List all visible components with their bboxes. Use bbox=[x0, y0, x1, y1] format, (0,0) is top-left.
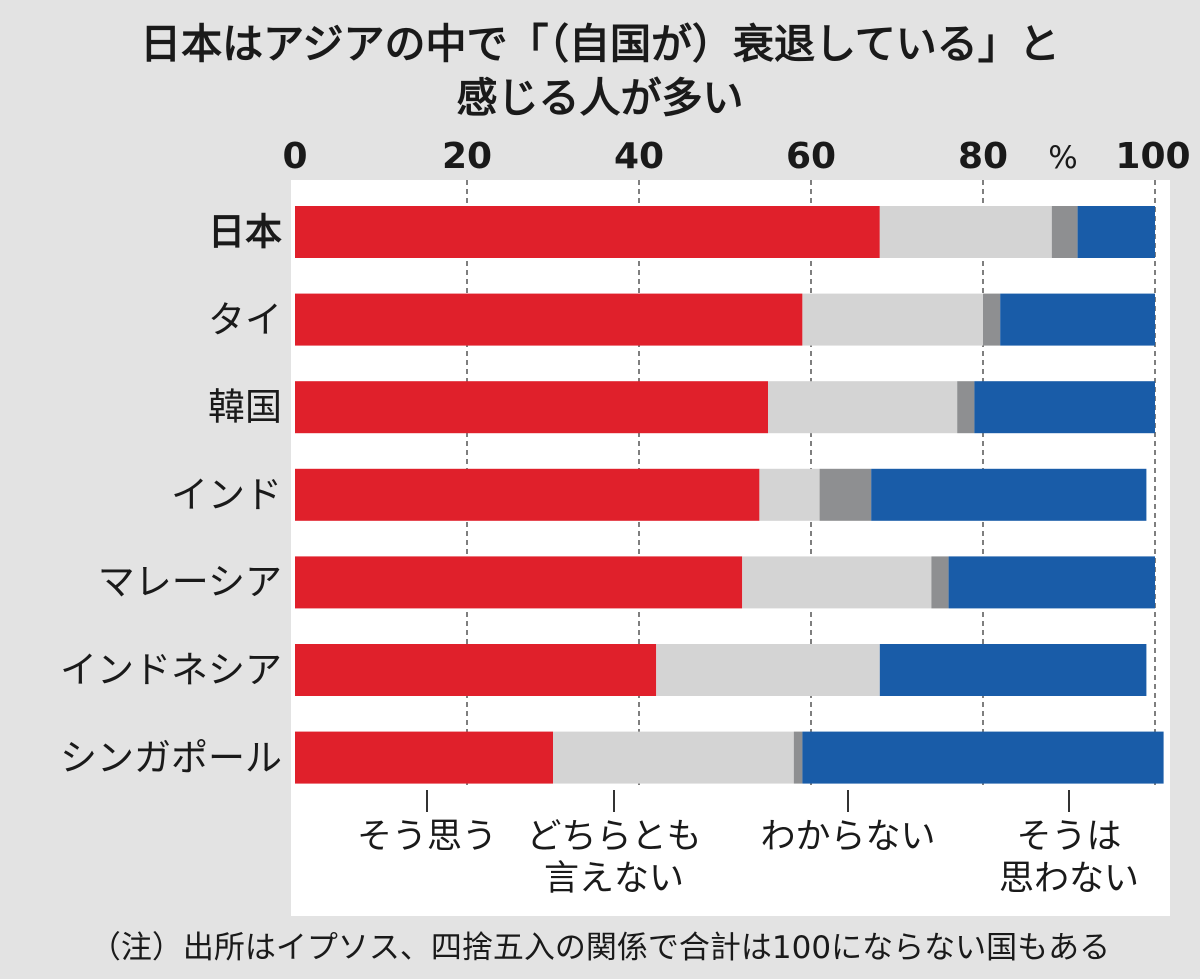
bar-2-series-0 bbox=[295, 381, 768, 434]
bar-1-series-2 bbox=[983, 293, 1001, 346]
category-label-2: 韓国 bbox=[208, 385, 282, 429]
legend-label-2: わからない bbox=[760, 817, 936, 857]
legend-leader-line-3 bbox=[1068, 790, 1070, 812]
bar-0-series-0 bbox=[295, 206, 880, 258]
bar-3-series-1 bbox=[759, 468, 820, 521]
bar-4-series-2 bbox=[931, 556, 949, 609]
x-tick-label-20: 20 bbox=[441, 136, 493, 177]
bar-1-series-3 bbox=[1000, 293, 1155, 346]
bar-6-series-0 bbox=[295, 731, 553, 784]
category-label-6: シンガポール bbox=[60, 736, 282, 780]
footnote: （注）出所はイプソス、四捨五入の関係で合計は100にならない国もある bbox=[89, 930, 1111, 966]
bar-4-series-3 bbox=[948, 556, 1155, 609]
category-label-0: 日本 bbox=[208, 210, 282, 254]
legend-label-0: そう思う bbox=[356, 817, 498, 857]
bar-3-series-3 bbox=[871, 468, 1147, 521]
bar-0-series-2 bbox=[1051, 206, 1078, 258]
x-axis-unit: % bbox=[1048, 140, 1078, 176]
bar-4-series-0 bbox=[295, 556, 743, 609]
category-label-3: インド bbox=[171, 473, 282, 517]
bar-4-series-1 bbox=[742, 556, 932, 609]
bar-6-series-2 bbox=[793, 731, 803, 784]
x-tick-label-100: 100 bbox=[1115, 136, 1191, 177]
chart-title-line2: 感じる人が多い bbox=[456, 74, 744, 122]
bar-3-series-2 bbox=[819, 468, 872, 521]
chart-title-line1: 日本はアジアの中で「（自国が）衰退している」と bbox=[140, 20, 1060, 68]
x-tick-label-60: 60 bbox=[785, 136, 837, 177]
category-label-5: インドネシア bbox=[60, 648, 282, 692]
legend-label-1: どちらとも 言えない bbox=[526, 817, 702, 899]
x-tick-label-40: 40 bbox=[613, 136, 665, 177]
bar-5-series-3 bbox=[879, 644, 1147, 696]
x-tick-label-0: 0 bbox=[282, 136, 308, 177]
bar-3-series-0 bbox=[295, 468, 760, 521]
bar-5-series-1 bbox=[656, 644, 880, 696]
bar-2-series-3 bbox=[974, 381, 1155, 434]
legend-leader-line-1 bbox=[613, 790, 615, 812]
category-label-1: タイ bbox=[208, 298, 282, 342]
bar-1-series-0 bbox=[295, 293, 803, 346]
bar-1-series-1 bbox=[802, 293, 983, 346]
bar-0-series-3 bbox=[1077, 206, 1155, 258]
bar-5-series-0 bbox=[295, 644, 657, 696]
legend-label-3: そうは 思わない bbox=[998, 817, 1140, 899]
legend-leader-line-2 bbox=[847, 790, 849, 812]
bar-2-series-1 bbox=[768, 381, 958, 434]
x-tick-label-80: 80 bbox=[957, 136, 1009, 177]
bar-0-series-1 bbox=[879, 206, 1052, 258]
bar-6-series-3 bbox=[802, 731, 1164, 784]
category-label-4: マレーシア bbox=[97, 560, 282, 604]
bar-2-series-2 bbox=[957, 381, 975, 434]
legend-leader-line-0 bbox=[426, 790, 428, 812]
bar-6-series-1 bbox=[553, 731, 794, 784]
